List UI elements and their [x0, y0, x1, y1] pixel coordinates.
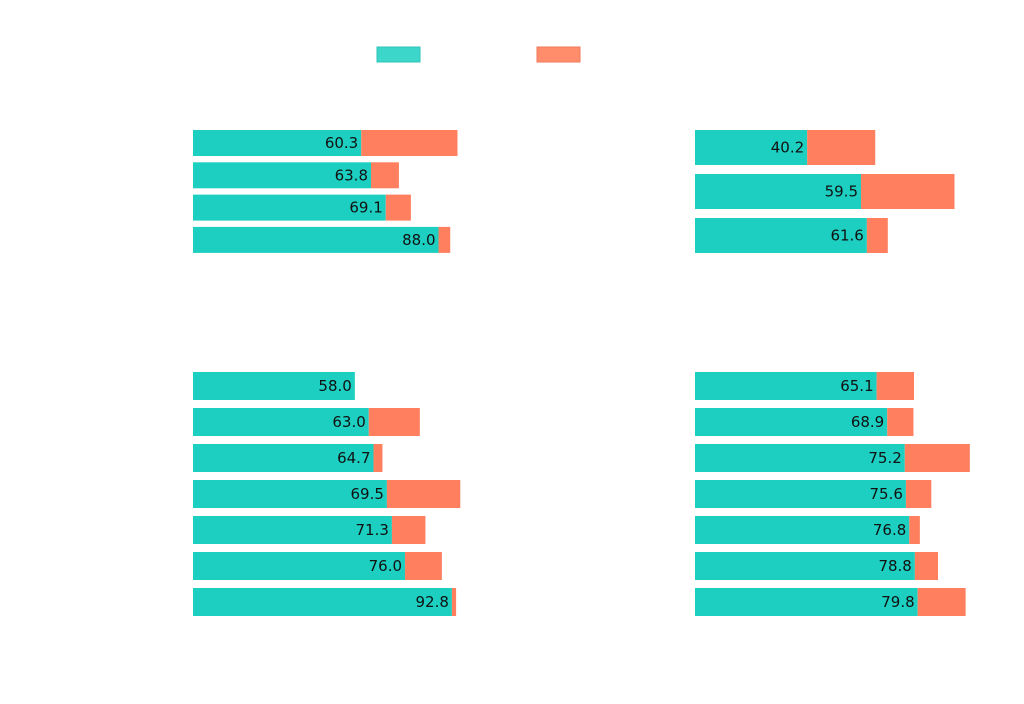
- bar-extra-1-1: [861, 174, 955, 209]
- bar-base-3-0: [695, 372, 877, 400]
- bar-base-2-3: [193, 480, 387, 508]
- legend-extra-swatch: [536, 46, 581, 63]
- bar-base-3-2: [695, 444, 905, 472]
- bar-value-label: 59.5: [825, 183, 858, 201]
- bar-value-label: 71.3: [356, 521, 389, 539]
- bar-value-label: 58.0: [318, 377, 351, 395]
- bar-value-label: 76.8: [873, 521, 906, 539]
- bar-base-0-0: [193, 130, 362, 156]
- bar-value-label: 69.1: [349, 199, 382, 217]
- bar-base-3-5: [695, 552, 915, 580]
- bar-extra-0-1: [371, 162, 399, 189]
- bar-base-3-1: [695, 408, 888, 436]
- bar-value-label: 76.0: [369, 557, 402, 575]
- bar-value-label: 40.2: [771, 139, 804, 157]
- bar-base-2-0: [193, 372, 355, 400]
- bar-base-0-1: [193, 162, 372, 189]
- bar-extra-0-3: [438, 226, 451, 253]
- bar-extra-1-0: [807, 130, 876, 165]
- bar-value-label: 61.6: [830, 227, 863, 245]
- bar-extra-1-2: [866, 218, 888, 253]
- bar-base-2-6: [193, 588, 452, 616]
- legend-base-swatch: [376, 46, 421, 63]
- bar-value-label: 68.9: [851, 413, 884, 431]
- bar-value-label: 63.8: [335, 166, 368, 184]
- bar-value-label: 69.5: [350, 485, 383, 503]
- bar-value-label: 75.6: [870, 485, 903, 503]
- bar-base-2-4: [193, 516, 392, 544]
- bar-value-label: 64.7: [337, 449, 370, 467]
- bar-value-label: 92.8: [416, 593, 449, 611]
- bar-value-label: 63.0: [332, 413, 365, 431]
- bar-extra-2-5: [405, 552, 442, 580]
- bar-extra-2-2: [373, 444, 383, 472]
- bar-value-label: 65.1: [840, 377, 873, 395]
- bar-base-3-3: [695, 480, 906, 508]
- bar-value-label: 60.3: [325, 134, 358, 152]
- bar-base-2-5: [193, 552, 406, 580]
- bar-extra-3-0: [876, 372, 915, 400]
- bar-extra-3-4: [909, 516, 920, 544]
- bar-extra-0-2: [385, 194, 411, 221]
- bar-base-1-1: [695, 174, 862, 209]
- bar-extra-2-1: [368, 408, 420, 436]
- bar-base-3-4: [695, 516, 910, 544]
- bar-base-0-2: [193, 194, 386, 221]
- bar-extra-3-2: [904, 444, 970, 472]
- bar-extra-2-4: [391, 516, 426, 544]
- bar-base-3-6: [695, 588, 918, 616]
- panel-top-left: 60.3 63.8 69.1 88.0: [193, 130, 458, 253]
- bar-extra-3-5: [914, 552, 939, 580]
- bar-extra-3-6: [917, 588, 966, 616]
- bar-value-label: 88.0: [402, 231, 435, 249]
- bar-base-0-3: [193, 226, 439, 253]
- bar-value-label: 78.8: [878, 557, 911, 575]
- bar-base-2-2: [193, 444, 374, 472]
- bar-extra-3-3: [905, 480, 932, 508]
- bar-base-1-2: [695, 218, 867, 253]
- panel-bottom-right: 65.1 68.9 75.2 75.6 76.8 78.8 79.8: [695, 372, 970, 616]
- bar-base-2-1: [193, 408, 369, 436]
- legend: [376, 46, 581, 63]
- bar-base-1-0: [695, 130, 808, 165]
- bar-extra-2-6: [451, 588, 457, 616]
- bar-extra-0-0: [361, 130, 458, 156]
- bar-extra-2-3: [386, 480, 461, 508]
- panel-bottom-left: 58.0 63.0 64.7 69.5 71.3 76.0 92.8: [193, 372, 461, 616]
- panel-top-right: 40.2 59.5 61.6: [695, 130, 955, 253]
- bar-value-label: 75.2: [868, 449, 901, 467]
- bar-extra-3-1: [887, 408, 914, 436]
- bar-value-label: 79.8: [881, 593, 914, 611]
